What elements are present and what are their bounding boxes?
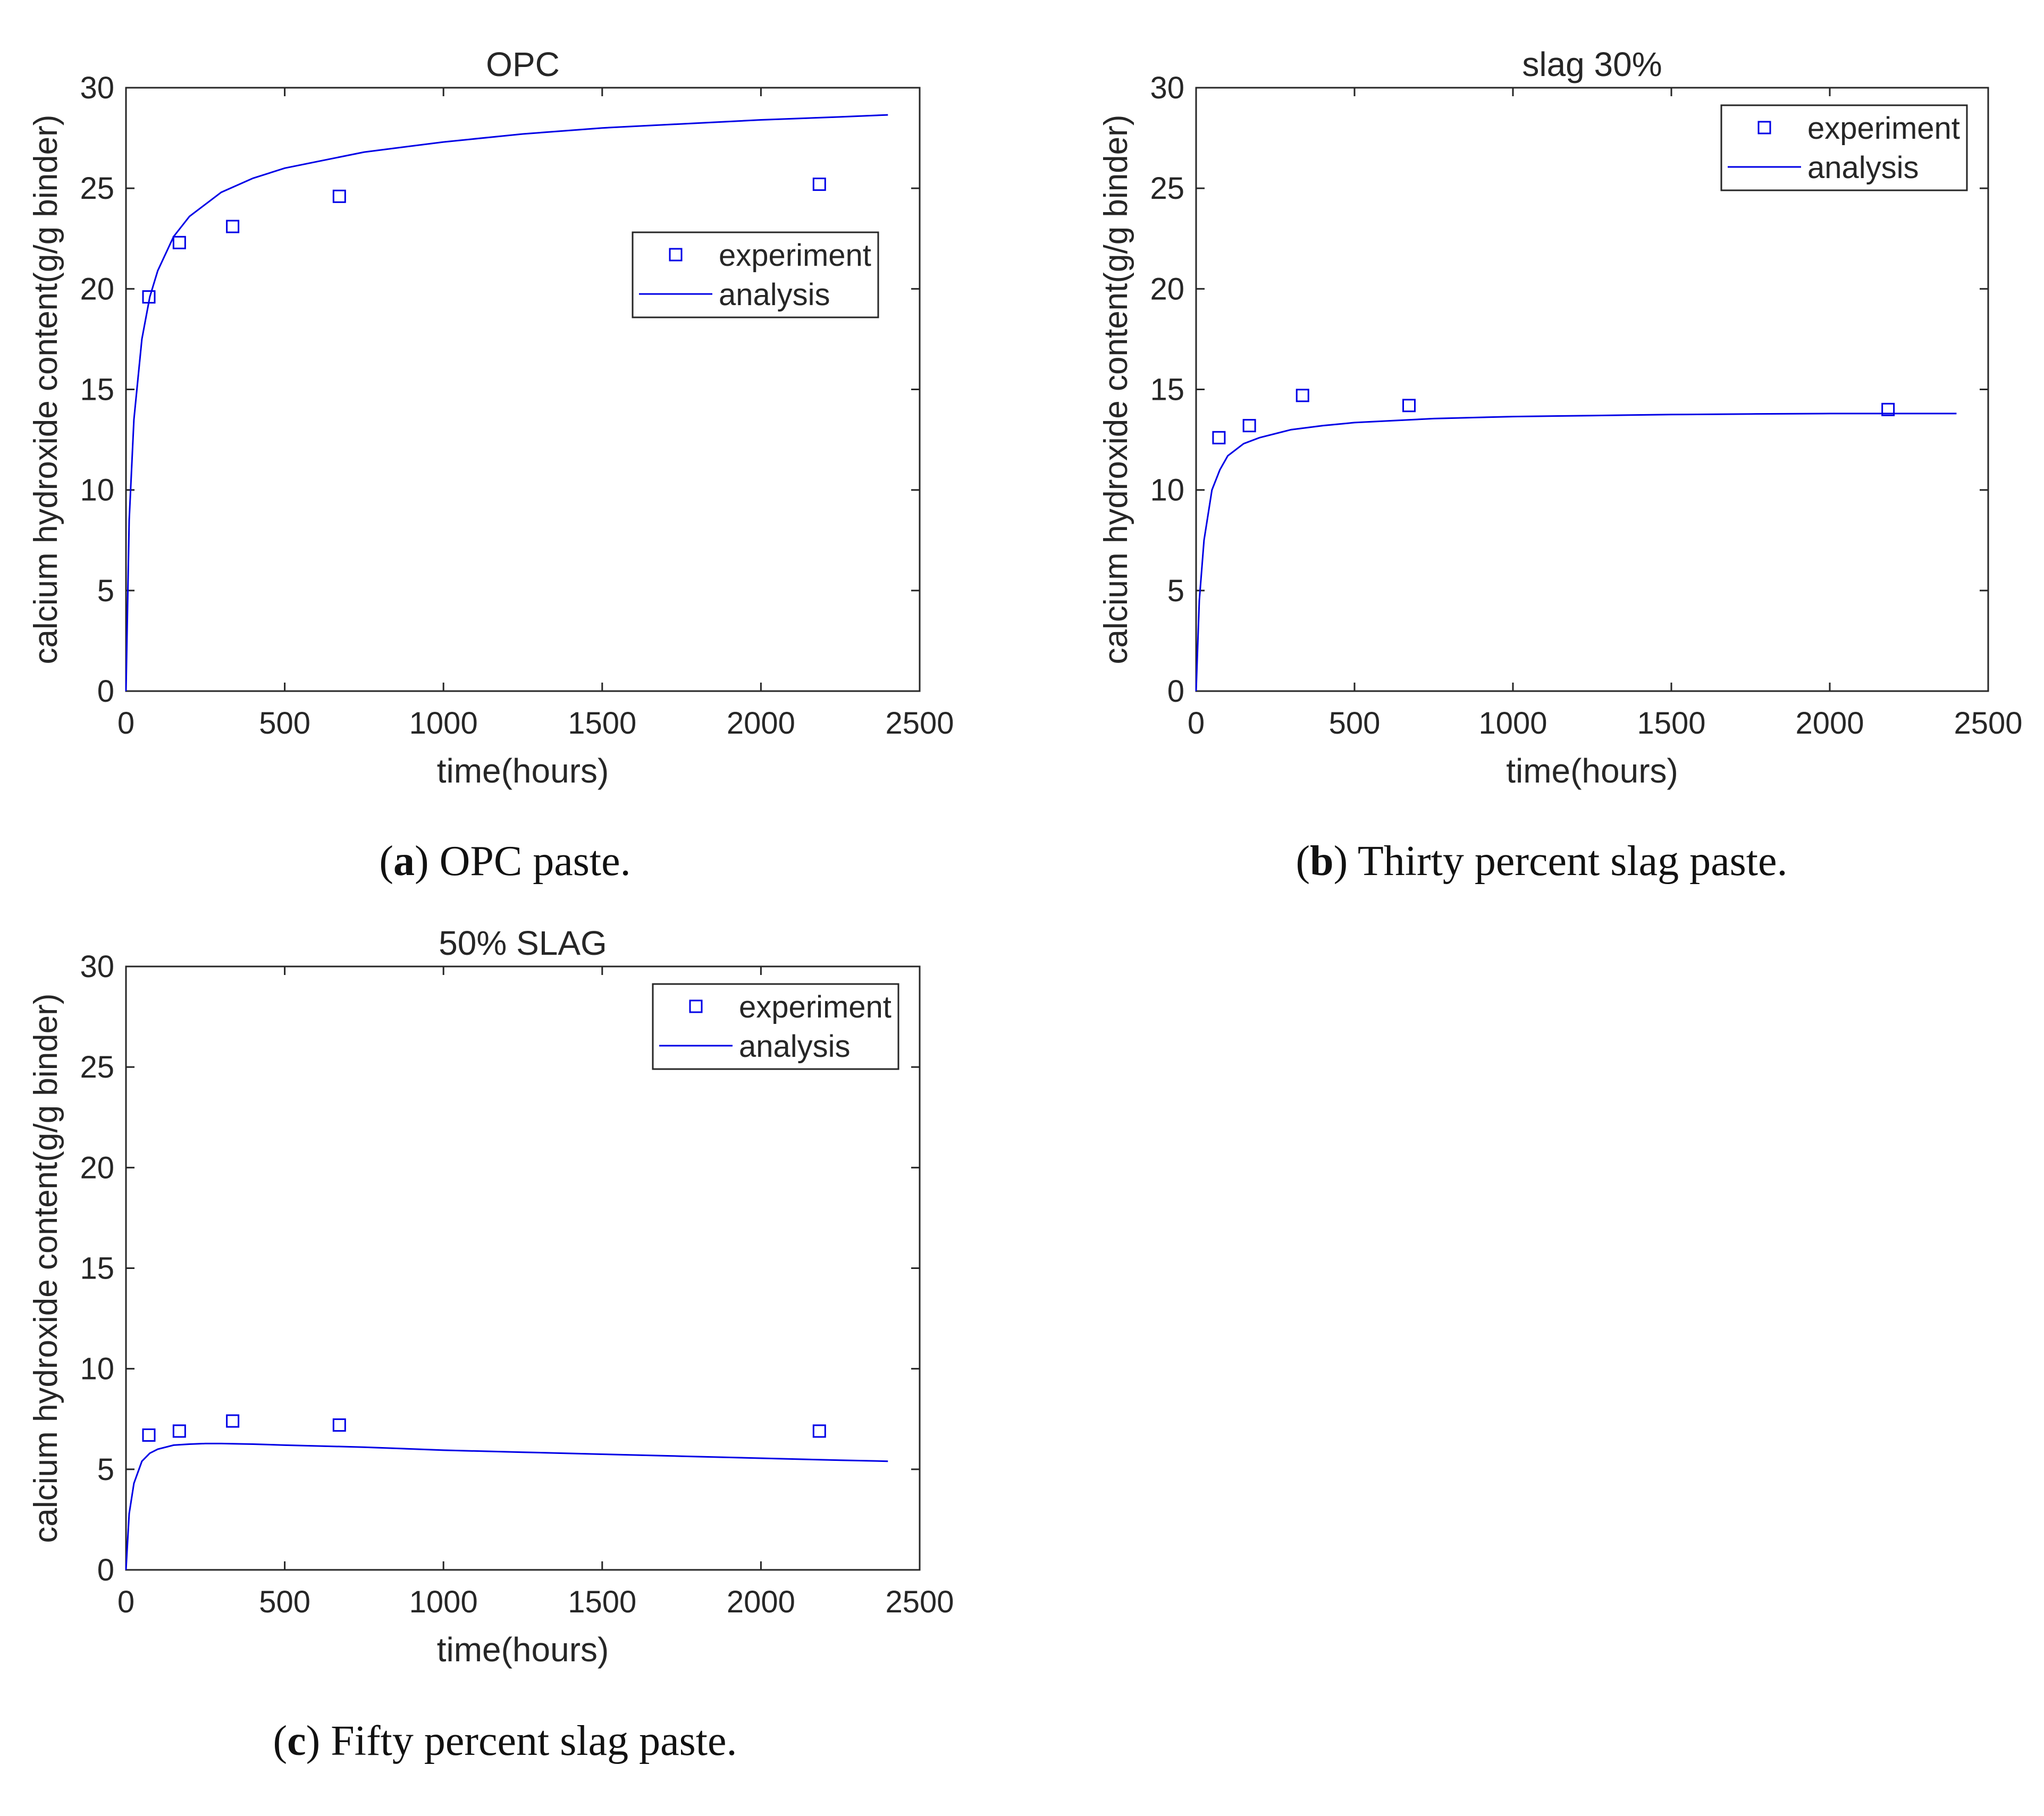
experiment-point xyxy=(172,1424,186,1438)
chart-panel-slag-50: 0 500 1000 1500 2000 2500 0 5 10 15 20 25 30 50% SLAG… xyxy=(28,924,954,1669)
y-tick-label: 0 xyxy=(97,674,114,709)
experiment-point xyxy=(226,1414,240,1428)
experiment-point xyxy=(332,1418,346,1432)
caption-c: (c) Fifty percent slag paste. xyxy=(273,1718,737,1764)
x-tick-label: 500 xyxy=(259,1585,310,1619)
y-tick-label: 10 xyxy=(1150,473,1184,508)
y-tick-label: 30 xyxy=(80,949,114,984)
x-tick-label: 0 xyxy=(117,1585,134,1619)
caption-letter: a xyxy=(393,838,415,885)
y-tick-label: 30 xyxy=(1150,71,1184,105)
x-tick-label: 1000 xyxy=(1478,706,1547,741)
x-tick-label: 0 xyxy=(1188,706,1205,741)
y-tick-label: 30 xyxy=(80,71,114,105)
y-tick-label: 5 xyxy=(1167,574,1184,608)
chart-panel-slag-30: 0 500 1000 1500 2000 2500 0 5 10 15 20 25 30 slag 30%… xyxy=(1098,45,2023,790)
caption-letter: b xyxy=(1310,838,1334,885)
experiment-point xyxy=(1881,402,1895,416)
analysis-line xyxy=(1195,413,1957,692)
y-tick-label: 10 xyxy=(80,1352,114,1386)
y-tick-label: 15 xyxy=(1150,373,1184,407)
x-tick-label: 2500 xyxy=(885,706,954,741)
caption-b: (b) Thirty percent slag paste. xyxy=(1296,838,1788,885)
y-axis-label: calcium hydroxide content(g/g binder) xyxy=(28,994,64,1543)
x-tick-label: 2000 xyxy=(1795,706,1864,741)
legend-label: analysis xyxy=(719,278,830,312)
legend-label: experiment xyxy=(719,238,871,273)
legend-box xyxy=(1720,104,1968,191)
legend-label: experiment xyxy=(739,990,891,1024)
experiment-point xyxy=(1212,431,1226,444)
x-tick-label: 1000 xyxy=(409,1585,478,1619)
x-tick-label: 2500 xyxy=(885,1585,954,1619)
y-axis-label: calcium hydroxide content(g/g binder) xyxy=(28,115,64,665)
x-tick-label: 2000 xyxy=(727,706,795,741)
x-tick-label: 2500 xyxy=(1954,706,2022,741)
y-tick-label: 10 xyxy=(80,473,114,508)
analysis-line xyxy=(125,1442,888,1570)
chart-title: slag 30% xyxy=(1522,45,1662,83)
y-tick-label: 25 xyxy=(80,1050,114,1084)
caption-text: Fifty percent slag paste. xyxy=(320,1718,737,1764)
caption-a: (a) OPC paste. xyxy=(379,838,631,885)
chart-title: 50% SLAG xyxy=(439,924,607,962)
x-tick-label: 1500 xyxy=(568,1585,636,1619)
analysis-line xyxy=(125,114,888,692)
y-tick-label: 5 xyxy=(97,1452,114,1487)
y-tick-label: 20 xyxy=(1150,272,1184,306)
legend-box xyxy=(632,231,879,318)
y-tick-label: 5 xyxy=(97,574,114,608)
legend-marker-swatch xyxy=(1757,121,1771,134)
y-tick-label: 15 xyxy=(80,373,114,407)
x-tick-label: 1000 xyxy=(409,706,478,741)
x-tick-label: 0 xyxy=(117,706,134,741)
x-axis-label: time(hours) xyxy=(437,1630,609,1669)
experiment-point xyxy=(142,1428,156,1442)
legend-marker-swatch xyxy=(689,999,703,1013)
y-tick-label: 0 xyxy=(97,1553,114,1587)
legend-marker-swatch xyxy=(669,248,683,262)
y-tick-label: 20 xyxy=(80,272,114,306)
experiment-point xyxy=(1296,389,1309,402)
x-tick-label: 500 xyxy=(1329,706,1381,741)
experiment-point xyxy=(812,178,826,191)
caption-text: OPC paste. xyxy=(428,838,631,885)
plot-area xyxy=(125,87,921,692)
y-axis-label: calcium hydroxide content(g/g binder) xyxy=(1098,115,1134,665)
y-tick-label: 20 xyxy=(80,1150,114,1185)
caption-text: Thirty percent slag paste. xyxy=(1348,838,1788,885)
x-axis-label: time(hours) xyxy=(1506,752,1678,790)
y-tick-label: 15 xyxy=(80,1251,114,1286)
legend-label: analysis xyxy=(1807,150,1919,185)
chart-panel-opc: 0 500 1000 1500 2000 2500 0 5 10 15 20 25 30 OPC time(… xyxy=(28,45,954,790)
experiment-point xyxy=(1402,399,1416,413)
x-tick-label: 1500 xyxy=(568,706,636,741)
legend-label: analysis xyxy=(739,1029,851,1064)
experiment-point xyxy=(332,189,346,203)
x-tick-label: 2000 xyxy=(727,1585,795,1619)
x-tick-label: 1500 xyxy=(1637,706,1705,741)
y-tick-label: 25 xyxy=(80,171,114,206)
x-axis-label: time(hours) xyxy=(437,752,609,790)
legend-box xyxy=(652,983,899,1070)
chart-title: OPC xyxy=(486,45,560,83)
y-tick-label: 25 xyxy=(1150,171,1184,206)
caption-letter: c xyxy=(287,1718,306,1764)
experiment-point xyxy=(226,220,240,233)
experiment-point xyxy=(172,236,186,249)
x-tick-label: 500 xyxy=(259,706,310,741)
experiment-point xyxy=(1242,419,1256,433)
y-tick-label: 0 xyxy=(1167,674,1184,709)
legend-label: experiment xyxy=(1807,111,1960,146)
experiment-point xyxy=(812,1424,826,1438)
